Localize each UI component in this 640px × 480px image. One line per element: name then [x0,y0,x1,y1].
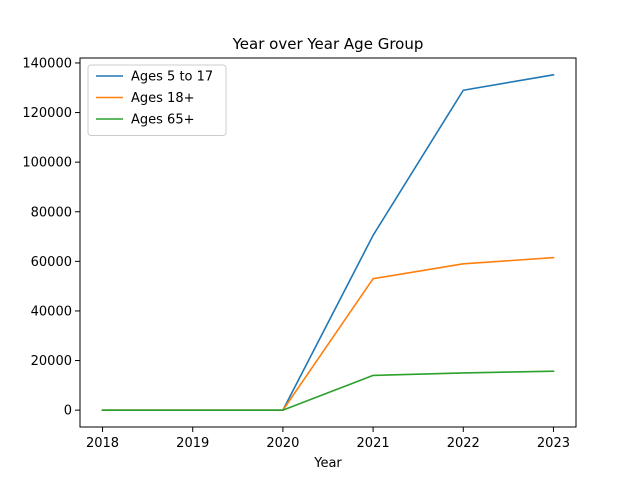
x-tick-label: 2019 [176,436,209,451]
y-axis: 0 20000 40000 60000 80000 100000 120000 140000 [22,56,80,419]
legend-entry: Ages 18+ [131,91,194,106]
y-tick-label: 20000 [31,354,72,369]
legend-box [87,64,227,136]
chart-title: Year over Year Age Group [232,35,424,53]
plot-area [101,73,555,411]
x-tick-label: 2022 [447,436,480,451]
y-tick-label: 120000 [22,106,72,121]
y-tick-label: 60000 [31,255,72,270]
x-axis-label: Year [313,456,342,471]
legend-entry: Ages 65+ [131,113,194,128]
legend-entry: Ages 5 to 17 [131,70,213,85]
y-tick-label: 140000 [22,56,72,71]
x-tick-label: 2020 [266,436,299,451]
y-tick-label: 100000 [22,156,72,171]
x-tick-label: 2018 [86,436,119,451]
x-axis: 2018 2019 2020 2021 2022 2023 [86,427,570,451]
y-tick-label: 40000 [31,304,72,319]
y-tick-label: 0 [64,404,72,419]
legend: Ages 5 to 17 Ages 18+ Ages 65+ [87,64,227,136]
y-tick-label: 80000 [31,205,72,220]
series-line-3 [101,370,555,411]
axes-frame [79,57,577,428]
x-tick-label: 2023 [537,436,570,451]
x-tick-label: 2021 [357,436,390,451]
